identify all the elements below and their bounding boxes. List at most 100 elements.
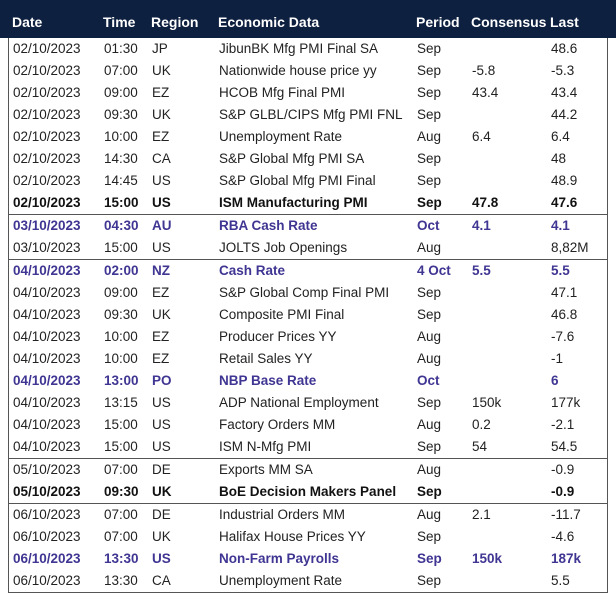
table-cell: Sep	[417, 307, 442, 322]
table-cell: 09:30	[104, 307, 138, 322]
table-row: 02/10/2023 14:30 CA S&P Global Mfg PMI SA Se…	[9, 148, 607, 170]
table-cell: 14:45	[104, 173, 138, 188]
table-cell: 43.4	[551, 85, 578, 100]
table-cell: 02/10/2023	[13, 151, 81, 166]
table-cell: Unemployment Rate	[219, 573, 343, 588]
table-cell: 10:00	[104, 329, 138, 344]
table-cell: Sep	[417, 41, 442, 56]
table-cell: Aug	[417, 507, 442, 522]
table-cell: 4 Oct	[417, 263, 451, 278]
table-cell: 09:30	[104, 107, 138, 122]
table-cell: 54.5	[551, 439, 578, 454]
table-row: 04/10/2023 10:00 EZ Retail Sales YY Aug -1	[9, 348, 607, 370]
table-cell: 04/10/2023	[13, 351, 81, 366]
table-cell: 04/10/2023	[13, 395, 81, 410]
table-cell: Aug	[417, 417, 442, 432]
table-row: 02/10/2023 14:45 US S&P Global Mfg PMI Fina…	[9, 170, 607, 192]
table-cell: EZ	[152, 85, 170, 100]
table-cell: Composite PMI Final	[219, 307, 345, 322]
table-cell: Exports MM SA	[219, 462, 313, 477]
table-cell: ADP National Employment	[219, 395, 379, 410]
table-cell: Sep	[417, 151, 442, 166]
table-row: 02/10/2023 07:00 UK Nationwide house price …	[9, 60, 607, 82]
table-cell: 07:00	[104, 63, 138, 78]
table-row: 04/10/2023 15:00 US ISM N-Mfg PMI Sep 54 54.5	[9, 436, 607, 458]
column-header: Period	[416, 14, 460, 30]
table-cell: Sep	[417, 484, 442, 499]
table-cell: HCOB Mfg Final PMI	[219, 85, 346, 100]
table-cell: CA	[152, 573, 171, 588]
table-cell: 05/10/2023	[13, 462, 81, 477]
table-cell: JibunBK Mfg PMI Final SA	[219, 41, 379, 56]
table-cell: 02:00	[104, 263, 139, 278]
table-cell: 46.8	[551, 307, 578, 322]
table-cell: 15:00	[104, 195, 139, 210]
table-row: 06/10/2023 07:00 UK Halifax House Prices YY…	[9, 526, 607, 548]
row-group: 06/10/2023 07:00 DE Industrial Orders MM Aug…	[9, 503, 607, 592]
table-row: 02/10/2023 09:00 EZ HCOB Mfg Final PMI Sep 43…	[9, 82, 607, 104]
table-cell: 13:30	[104, 551, 139, 566]
table-cell: JOLTS Job Openings	[219, 240, 348, 255]
table-cell: 09:00	[104, 85, 138, 100]
row-group: 03/10/2023 04:30 AU RBA Cash Rate Oct 4.1 4.1 0…	[9, 214, 607, 259]
table-cell: US	[152, 195, 171, 210]
table-cell: Nationwide house price yy	[219, 63, 377, 78]
table-cell: Industrial Orders MM	[219, 507, 346, 522]
table-cell: 150k	[472, 395, 502, 410]
table-row: 05/10/2023 07:00 DE Exports MM SA Aug -0.9	[9, 459, 607, 481]
row-group: 04/10/2023 02:00 NZ Cash Rate 4 Oct 5.5 5.5 04/…	[9, 259, 607, 458]
table-cell: 04/10/2023	[13, 417, 81, 432]
table-row: 04/10/2023 15:00 US Factory Orders MM Aug 0.2…	[9, 414, 607, 436]
table-cell: CA	[152, 151, 171, 166]
table-cell: Sep	[417, 529, 442, 544]
table-cell: Sep	[417, 551, 442, 566]
table-cell: 8,82M	[551, 240, 589, 255]
table-cell: Retail Sales YY	[219, 351, 313, 366]
table-cell: 187k	[551, 551, 582, 566]
table-cell: 2.1	[472, 507, 491, 522]
table-row: 05/10/2023 09:30 UK BoE Decision Makers Pan…	[9, 481, 607, 503]
table-cell: NZ	[152, 263, 170, 278]
table-cell: PO	[152, 373, 172, 388]
table-cell: -7.6	[551, 329, 575, 344]
column-header: Time	[103, 14, 136, 30]
table-cell: Factory Orders MM	[219, 417, 336, 432]
table-cell: Sep	[417, 285, 442, 300]
table-cell: 02/10/2023	[13, 173, 81, 188]
table-cell: US	[152, 173, 171, 188]
table-cell: 6	[551, 373, 559, 388]
table-row: 04/10/2023 09:00 EZ S&P Global Comp Final P…	[9, 282, 607, 304]
table-cell: BoE Decision Makers Panel	[219, 484, 397, 499]
table-cell: 06/10/2023	[13, 573, 81, 588]
table-cell: UK	[152, 307, 171, 322]
table-cell: 5.5	[472, 263, 491, 278]
table-cell: 150k	[472, 551, 503, 566]
table-cell: Sep	[417, 395, 442, 410]
table-cell: 03/10/2023	[13, 218, 81, 233]
table-cell: ISM Manufacturing PMI	[219, 195, 368, 210]
table-cell: EZ	[152, 351, 170, 366]
table-cell: 10:00	[104, 351, 138, 366]
table-cell: 48.6	[551, 41, 578, 56]
table-row: 04/10/2023 13:00 PO NBP Base Rate Oct 6	[9, 370, 607, 392]
row-group: 02/10/2023 01:30 JP JibunBK Mfg PMI Final S…	[9, 38, 607, 214]
table-cell: -0.9	[551, 462, 575, 477]
table-cell: 02/10/2023	[13, 107, 81, 122]
table-cell: Sep	[417, 85, 442, 100]
table-cell: 10:00	[104, 129, 138, 144]
table-cell: Producer Prices YY	[219, 329, 337, 344]
table-cell: EZ	[152, 129, 170, 144]
table-row: 04/10/2023 09:30 UK Composite PMI Final Sep 4…	[9, 304, 607, 326]
table-cell: Aug	[417, 462, 442, 477]
table-cell: 04/10/2023	[13, 373, 81, 388]
table-cell: 48	[551, 151, 567, 166]
table-cell: Sep	[417, 173, 442, 188]
column-header: Last	[550, 14, 579, 30]
table-cell: EZ	[152, 285, 170, 300]
table-cell: US	[152, 551, 171, 566]
table-cell: -11.7	[551, 507, 581, 522]
table-cell: 47.6	[551, 195, 578, 210]
table-cell: 177k	[551, 395, 581, 410]
table-cell: 44.2	[551, 107, 578, 122]
